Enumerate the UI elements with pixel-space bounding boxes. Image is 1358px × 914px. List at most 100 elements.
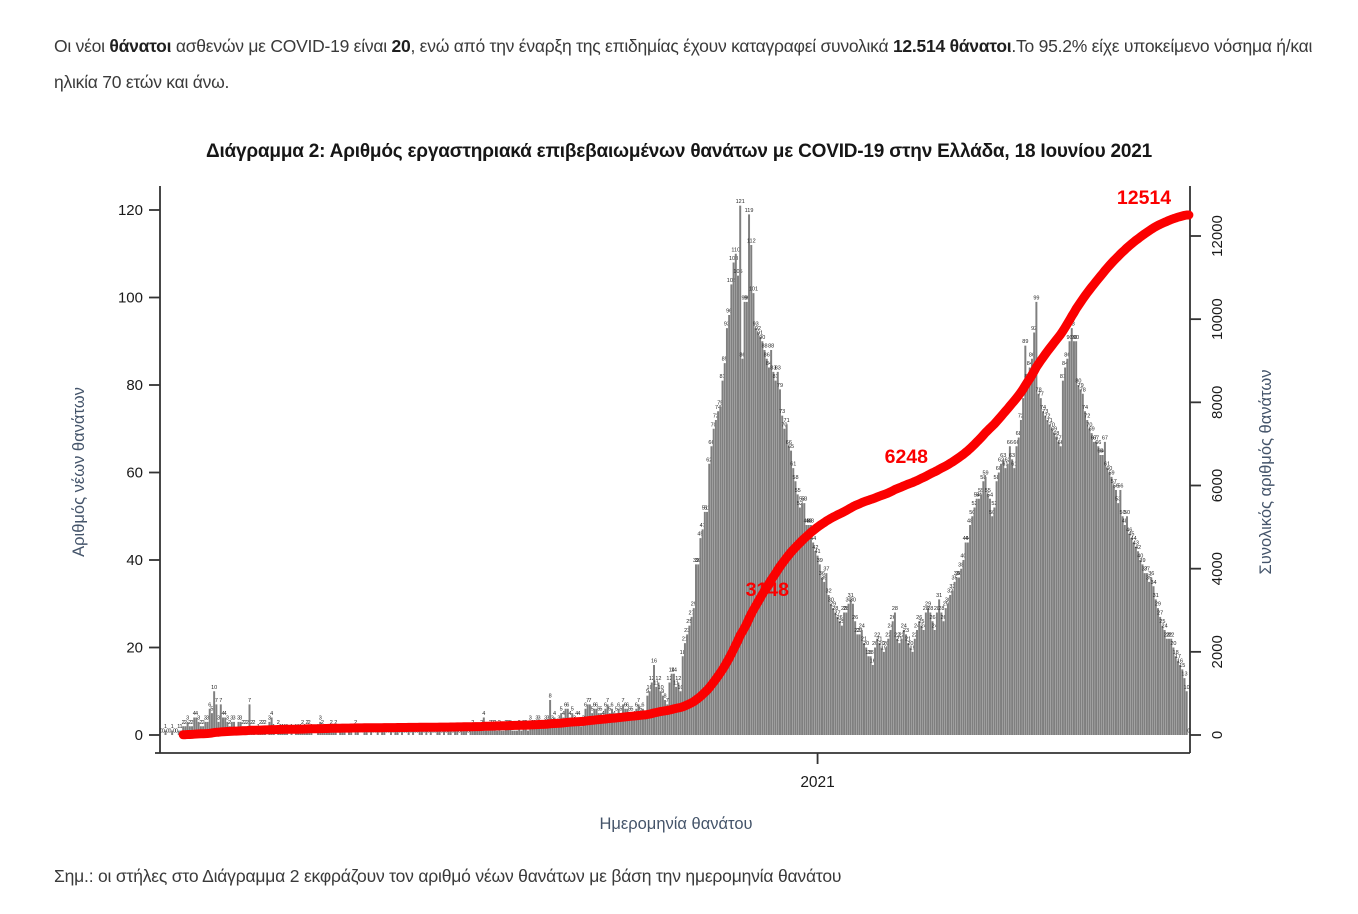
bar-label: 73 [779, 409, 785, 415]
bar [969, 525, 972, 735]
bar [980, 494, 983, 736]
bar [339, 730, 342, 736]
y-right-tick-label: 2000 [1209, 635, 1226, 668]
bar-label: 54 [987, 492, 993, 498]
bar-label: 22 [874, 632, 880, 638]
bar-label: 3 [237, 715, 240, 721]
bar [761, 341, 764, 735]
cumulative-line [178, 210, 1194, 740]
bar-label: 4 [553, 711, 556, 717]
bar [1079, 389, 1082, 736]
bar-label: 92 [755, 326, 761, 332]
bar [874, 647, 877, 735]
bar [960, 568, 963, 735]
bar [533, 726, 536, 735]
bar-label: 64 [1097, 449, 1103, 455]
bar-label: 3 [544, 715, 547, 721]
bar [913, 638, 916, 735]
bar [840, 625, 843, 736]
bar-label: 6 [564, 702, 567, 708]
bar-label: 64 [1100, 449, 1106, 455]
bar-label: 53 [799, 497, 805, 503]
bar [465, 730, 468, 736]
intro-bold-text: 12.514 θάνατοι [892, 36, 1012, 56]
bar [666, 704, 669, 736]
bar-label: 42 [1135, 545, 1141, 551]
bar-label: 55 [985, 488, 991, 494]
bar-label: 93 [753, 322, 759, 328]
bar [752, 293, 755, 736]
bar-label: 12 [675, 676, 681, 682]
bar-label: 22 [894, 632, 900, 638]
bar-label: 28 [841, 606, 847, 612]
bar [891, 621, 894, 735]
bar [909, 647, 912, 735]
bar [1053, 433, 1056, 736]
bar-label: 9 [646, 689, 649, 695]
bar [907, 643, 910, 736]
bar-label: 101 [749, 287, 758, 293]
bar-label: 63 [1009, 453, 1015, 459]
bar [935, 612, 938, 735]
bar [708, 463, 711, 735]
bar-label: 71 [784, 418, 790, 424]
bar [787, 446, 790, 735]
bar [838, 621, 841, 735]
bar [973, 507, 976, 735]
bar-label: 5 [619, 707, 622, 713]
bar-label: 90 [1073, 335, 1079, 341]
bar-label: 4 [562, 711, 565, 717]
bar-label: 66 [1095, 440, 1101, 446]
bar-label: 14 [669, 667, 675, 673]
bar [1159, 616, 1162, 736]
bar-label: 54 [976, 492, 982, 498]
bar-label: 5 [571, 707, 574, 713]
bar [1000, 463, 1002, 735]
bar [997, 472, 1000, 735]
bar-label: 3 [230, 715, 233, 721]
bar [644, 717, 647, 735]
bar [401, 730, 404, 736]
bar-label: 17 [1175, 654, 1181, 660]
bar-label: 5 [597, 707, 600, 713]
bar [807, 525, 810, 735]
bar [248, 704, 251, 736]
bar-label: 31 [936, 593, 942, 599]
bar [748, 214, 751, 736]
y-right-tick-label: 6000 [1209, 469, 1226, 502]
bar [664, 700, 667, 735]
bar-label: 2 [182, 720, 185, 726]
bar-label: 59 [1108, 470, 1114, 476]
bar-label: 2 [308, 720, 311, 726]
bar [1179, 665, 1182, 735]
bar [785, 424, 788, 736]
bar [1145, 573, 1148, 736]
bar [524, 726, 527, 735]
bar [573, 721, 576, 736]
bar [619, 713, 622, 736]
bar [911, 651, 914, 736]
cumulative-milestone-label: 6248 [885, 446, 929, 468]
bar-label: 3 [557, 715, 560, 721]
bar-label: 3 [197, 715, 200, 721]
bar-label: 84 [1062, 361, 1068, 367]
bar-label: 44 [963, 536, 969, 542]
bar-label: 7 [606, 698, 609, 704]
bar-label: 24 [921, 624, 927, 630]
bar [832, 608, 835, 736]
bar [1077, 385, 1080, 735]
bar [195, 717, 198, 735]
bar-label: 55 [795, 488, 801, 494]
bar [946, 603, 949, 735]
bar-label: 18 [865, 650, 871, 656]
bar [1055, 437, 1058, 735]
bar [927, 608, 930, 736]
bar-label: 89 [1022, 339, 1028, 345]
bar [719, 406, 722, 736]
bar-label: 4 [575, 711, 578, 717]
bar [756, 332, 759, 735]
bar [641, 708, 644, 735]
bar [412, 730, 415, 736]
bar-label: 39 [693, 558, 699, 564]
bar [1088, 428, 1091, 735]
